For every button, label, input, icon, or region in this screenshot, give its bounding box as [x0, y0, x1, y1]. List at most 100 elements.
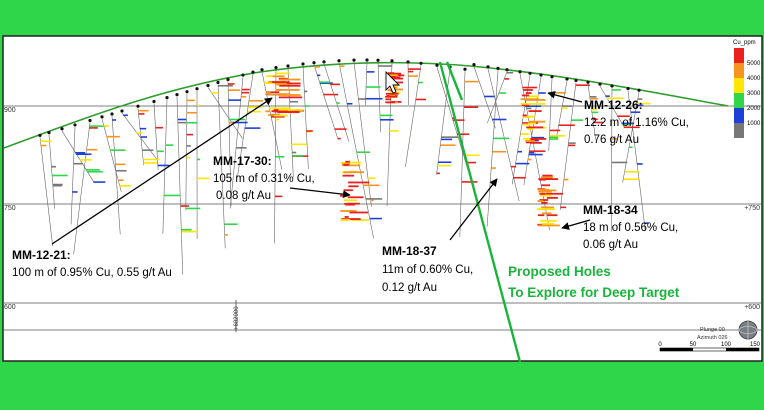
- assay-bar: [278, 96, 303, 99]
- assay-bar: [408, 75, 419, 77]
- assay-bar: [346, 102, 353, 105]
- assay-bar: [484, 95, 495, 98]
- assay-bar: [441, 138, 453, 141]
- collar-marker: [100, 115, 104, 119]
- annotation-mm-18-34: MM-18-34 18 m of 0.56% Cu, 0.06 g/t Au: [583, 203, 678, 251]
- plunge-text: Plunge 00: [700, 327, 725, 333]
- assay-bar: [138, 113, 145, 115]
- collar-marker: [175, 93, 179, 97]
- assay-bar: [622, 123, 631, 126]
- collar-marker: [352, 58, 356, 62]
- assay-bar: [228, 99, 241, 101]
- assay-bar: [538, 224, 560, 227]
- assay-bar: [456, 133, 470, 136]
- assay-bar: [115, 169, 127, 172]
- drill-hole-trace: [548, 78, 553, 151]
- assay-bar: [343, 163, 349, 166]
- assay-bar: [522, 114, 527, 117]
- annotation-line: 18 m of 0.56% Cu,: [583, 222, 678, 234]
- assay-bar: [464, 80, 479, 83]
- assay-bar: [317, 74, 321, 77]
- leader-mm-18-37: [449, 178, 498, 241]
- cu-ppm-legend: Cu_ppm 5000 4000 3000 2000 1000: [733, 40, 761, 138]
- assay-bar: [186, 121, 198, 124]
- assay-bar: [592, 118, 598, 121]
- assay-bar: [520, 133, 529, 135]
- collar-marker: [337, 59, 341, 63]
- assay-bar: [248, 106, 263, 108]
- assay-bar: [528, 158, 532, 161]
- assay-bar: [181, 230, 198, 233]
- assay-bar: [79, 159, 92, 161]
- assay-bar: [536, 208, 555, 211]
- legend-swatch: [734, 63, 744, 78]
- collar-marker: [610, 84, 614, 88]
- assay-bar: [224, 234, 228, 236]
- drill-hole-trace: [302, 65, 309, 170]
- scale-tick-150: 150: [750, 342, 761, 348]
- elev-label-750: 750: [4, 205, 16, 212]
- assay-bar: [106, 135, 120, 138]
- collar-marker: [185, 90, 189, 94]
- assay-bar: [517, 150, 522, 153]
- assay-bar: [637, 102, 651, 105]
- proposed-label-line1: Proposed Holes: [508, 264, 611, 279]
- scale-tick-50: 50: [690, 342, 697, 348]
- drill-hole-trace: [61, 130, 94, 182]
- assay-intercepts: [40, 65, 651, 236]
- collar-marker: [486, 65, 490, 69]
- assay-bar: [537, 200, 543, 202]
- drill-hole-trace: [338, 62, 374, 239]
- assay-bar: [463, 154, 480, 157]
- assay-bar: [186, 145, 191, 147]
- assay-bar: [266, 91, 271, 94]
- drill-hole-trace: [111, 115, 121, 235]
- assay-bar: [142, 149, 154, 152]
- assay-bar: [265, 91, 280, 93]
- assay-bar: [323, 93, 339, 96]
- assay-bar: [621, 122, 635, 125]
- assay-bar: [388, 72, 402, 75]
- assay-bar: [387, 72, 394, 75]
- section-panel: [2, 35, 763, 362]
- assay-bar: [539, 178, 546, 181]
- assay-bar: [197, 177, 210, 180]
- assay-bar: [389, 94, 396, 97]
- assay-bar: [525, 92, 532, 94]
- drill-hole-trace: [523, 76, 542, 186]
- drill-hole-trace: [365, 61, 368, 106]
- assay-bar: [541, 201, 548, 204]
- assay-bar: [76, 153, 92, 156]
- assay-bar: [73, 162, 84, 165]
- assay-bar: [515, 162, 530, 165]
- assay-bar: [228, 118, 246, 121]
- assay-bar: [40, 144, 47, 147]
- collar-marker: [463, 67, 467, 71]
- assay-bar: [527, 128, 534, 130]
- assay-bar: [345, 203, 355, 206]
- assay-bar: [564, 178, 569, 181]
- assay-bar: [540, 206, 554, 209]
- assay-bar: [186, 111, 197, 114]
- assay-bar: [589, 96, 597, 98]
- assay-bar: [156, 150, 164, 153]
- collar-marker: [38, 133, 42, 137]
- right-elev-label-600: +600: [744, 304, 760, 311]
- assay-bar: [177, 121, 187, 124]
- assay-bar: [527, 122, 536, 125]
- assay-bar: [348, 181, 370, 184]
- assay-bar: [351, 219, 369, 222]
- legend-label: 3000: [747, 91, 761, 97]
- assay-bar: [370, 199, 374, 202]
- assay-bar: [492, 118, 507, 121]
- collar-marker: [260, 68, 264, 72]
- assay-bar: [343, 171, 365, 174]
- assay-bar: [289, 100, 299, 103]
- assay-bar: [356, 151, 371, 154]
- collar-marker: [626, 86, 630, 91]
- assay-bar: [275, 72, 290, 75]
- collar-marker: [301, 62, 305, 66]
- assay-bar: [186, 99, 195, 102]
- legend-label: 5000: [747, 61, 761, 67]
- assay-bar: [629, 146, 633, 149]
